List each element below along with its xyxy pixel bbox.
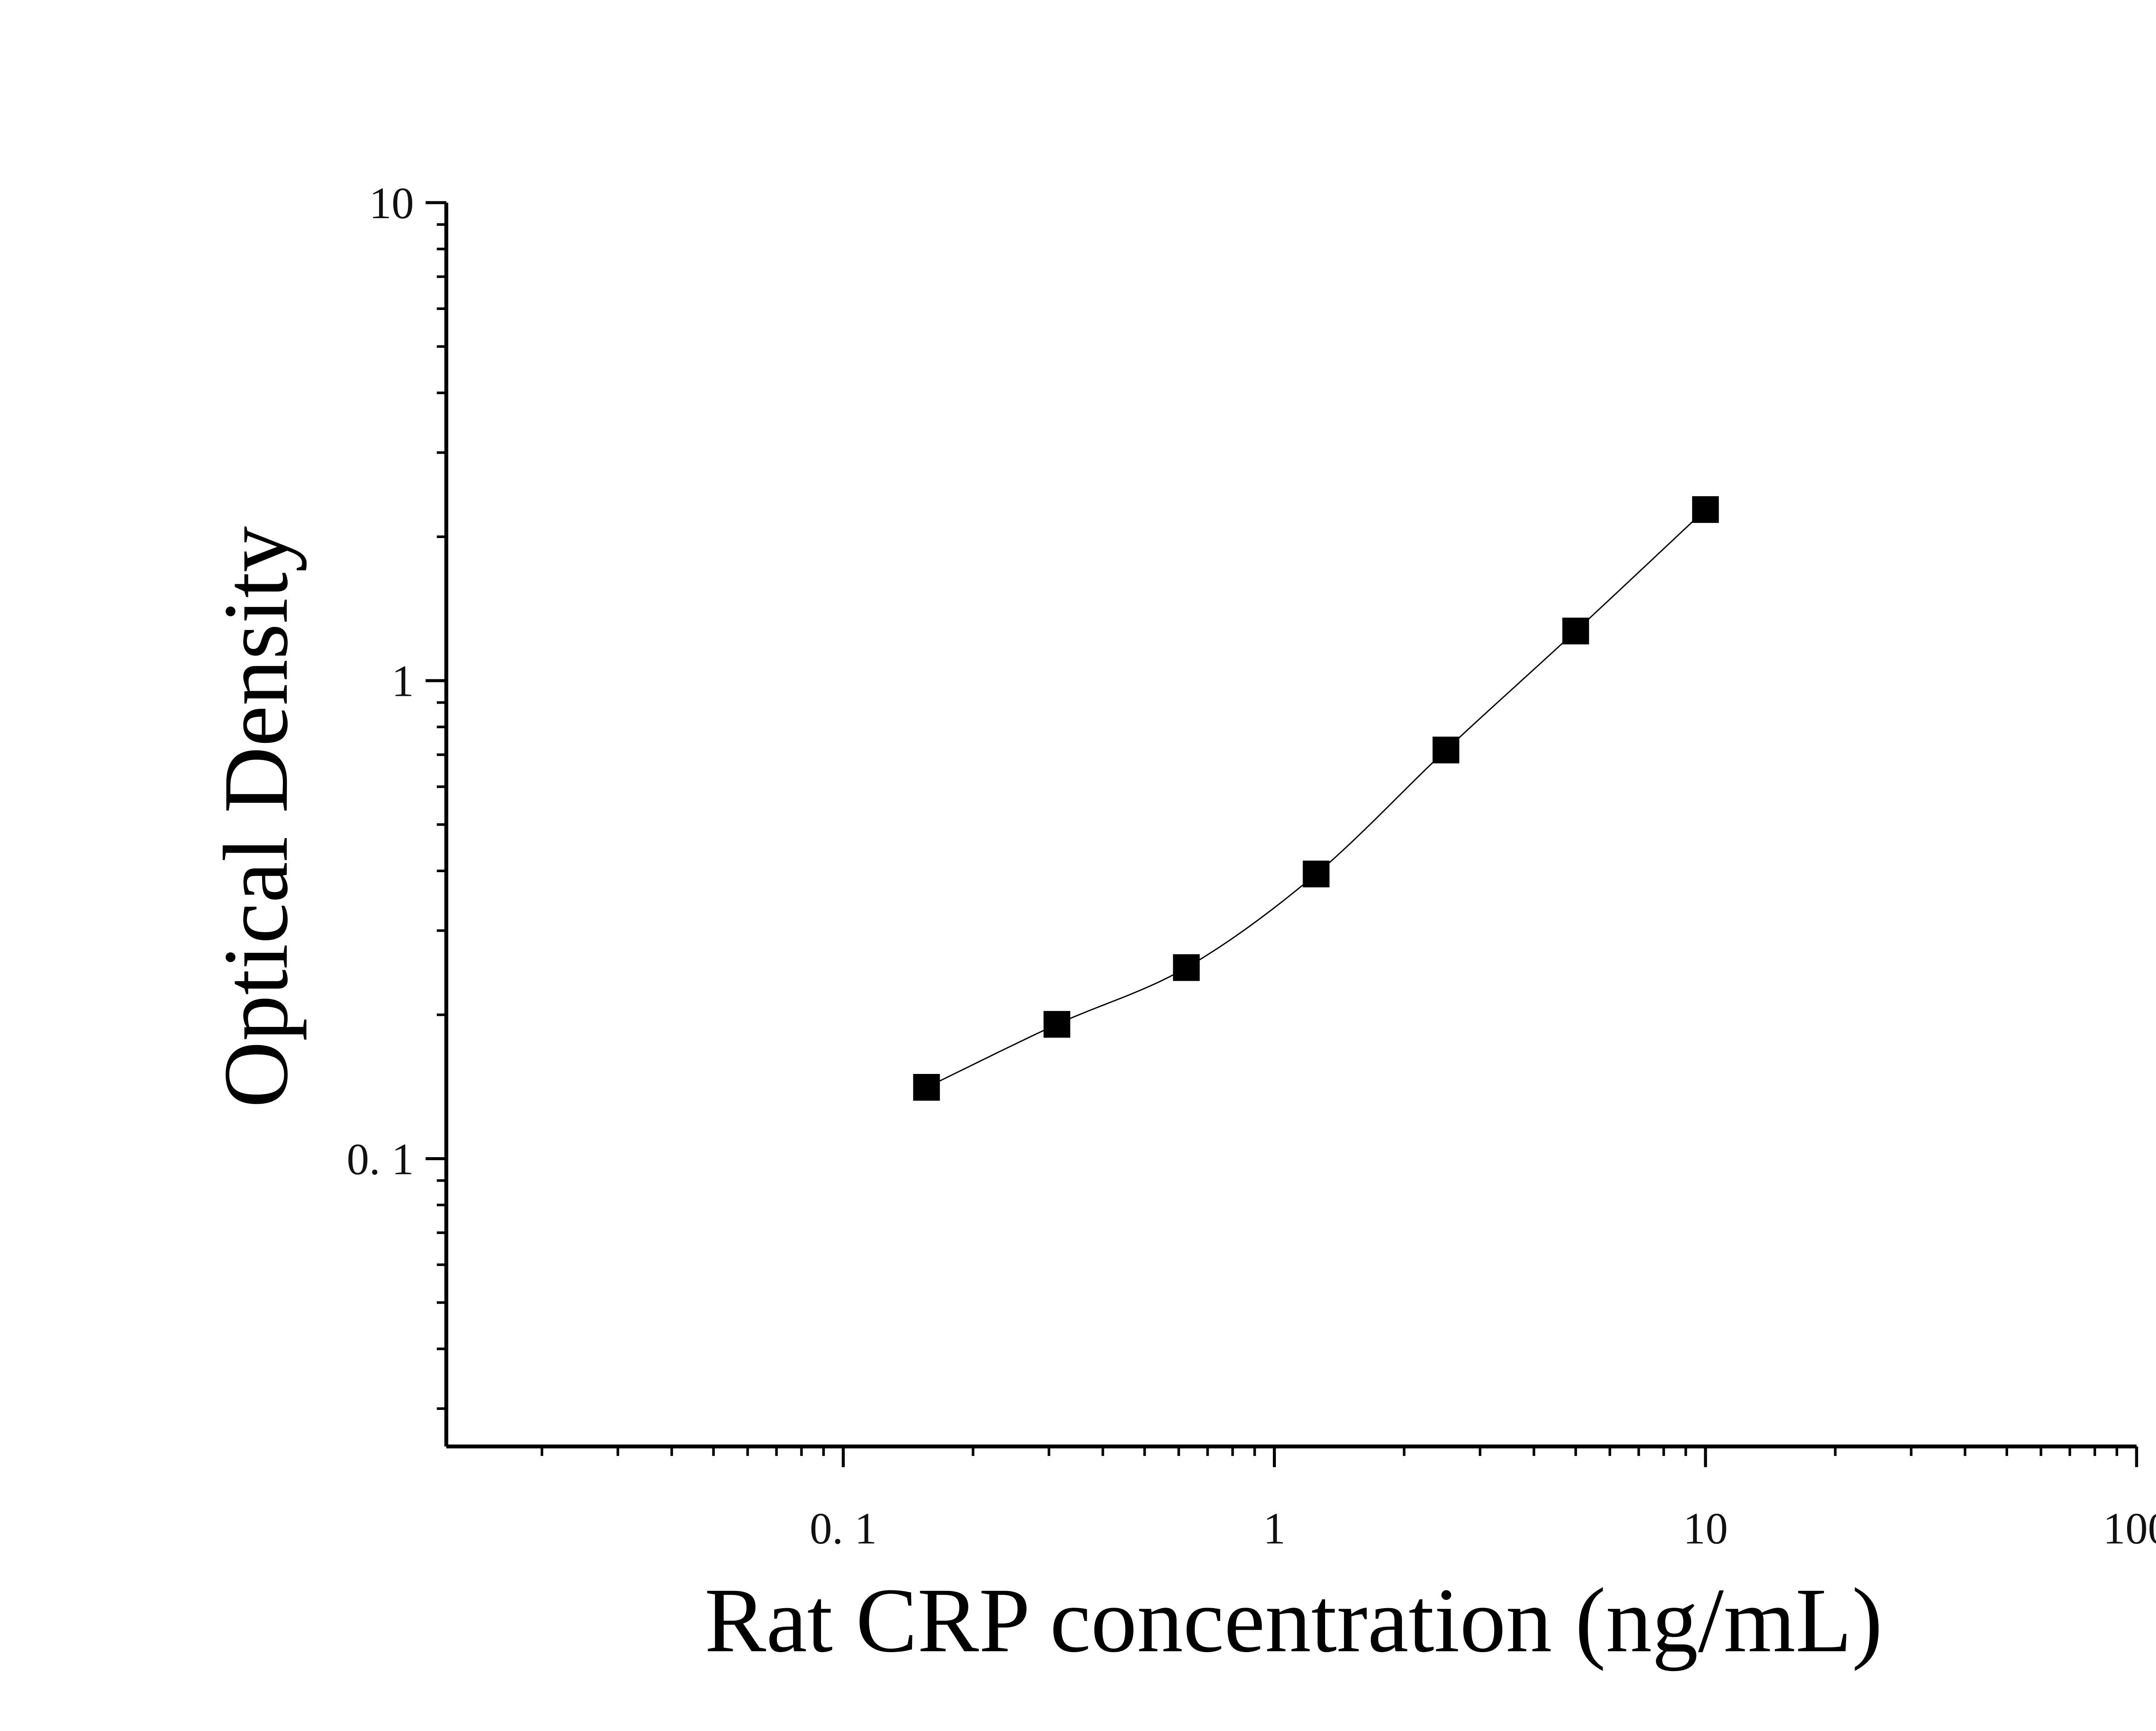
x-tick-label: 100 xyxy=(2103,1504,2156,1553)
data-point xyxy=(1562,617,1589,645)
data-point xyxy=(1692,496,1719,523)
data-point xyxy=(1173,954,1200,981)
data-point xyxy=(913,1074,940,1101)
y-tick-label: 0. 1 xyxy=(347,1134,414,1184)
data-points xyxy=(913,496,1719,1101)
y-axis-title: Optical Density xyxy=(205,526,307,1108)
fit-curve xyxy=(926,509,1706,1088)
x-axis-major-ticks xyxy=(842,1446,2138,1467)
y-tick-label: 10 xyxy=(369,178,414,228)
x-tick-label: 0. 1 xyxy=(810,1504,877,1553)
data-point xyxy=(1303,861,1330,888)
data-point xyxy=(1432,736,1460,764)
x-axis-title: Rat CRP concentration (ng/mL) xyxy=(705,1569,1883,1672)
x-tick-label: 10 xyxy=(1683,1504,1728,1553)
y-axis-major-ticks xyxy=(426,201,446,1160)
x-tick-label: 1 xyxy=(1263,1504,1285,1553)
data-point xyxy=(1044,1011,1071,1038)
y-axis-tick-labels: 0. 1 1 10 xyxy=(347,178,414,1184)
y-tick-label: 1 xyxy=(392,657,414,706)
x-axis-tick-labels: 0. 1 1 10 100 xyxy=(810,1504,2156,1553)
